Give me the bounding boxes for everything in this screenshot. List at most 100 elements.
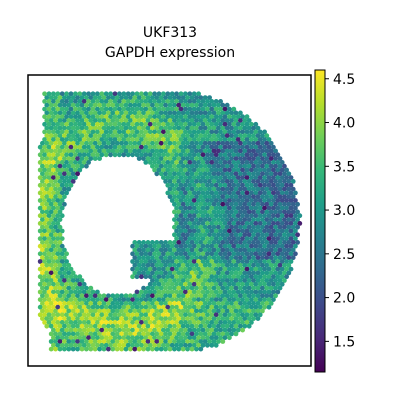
spot-point (211, 140, 217, 146)
spot-point (191, 312, 197, 318)
spot-point (169, 144, 175, 150)
spot-point (108, 297, 113, 302)
spot-point (114, 316, 120, 321)
spot-point (51, 114, 56, 120)
spot-point (275, 228, 281, 234)
spot-point (233, 308, 239, 314)
spot-point (112, 129, 118, 135)
spot-point (172, 339, 177, 344)
spot-point (209, 335, 215, 341)
spot-point (227, 236, 232, 242)
spot-point (81, 91, 87, 97)
spot-point (79, 293, 85, 299)
spot-point (249, 304, 254, 310)
spot-point (70, 95, 76, 100)
spot-point (84, 163, 89, 169)
spot-point (136, 346, 142, 352)
spot-point (246, 308, 252, 314)
spot-point (48, 194, 54, 200)
spot-point (75, 102, 80, 108)
spot-point (189, 262, 195, 268)
spot-point (249, 121, 254, 127)
spot-point (216, 308, 221, 314)
spot-point (268, 156, 274, 162)
spot-point (279, 281, 285, 287)
spot-point (290, 224, 296, 230)
spot-point (42, 198, 47, 203)
spot-point (187, 320, 193, 325)
spot-point (222, 160, 228, 165)
spot-point (233, 186, 239, 192)
spot-point (264, 270, 270, 276)
spot-point (51, 312, 56, 318)
spot-point (246, 323, 252, 329)
spot-point (174, 175, 180, 181)
spot-point (152, 312, 158, 318)
spot-point (180, 209, 186, 215)
spot-point (262, 205, 267, 211)
spot-point (114, 346, 120, 352)
spot-point (84, 293, 89, 299)
spot-point (187, 160, 193, 165)
spot-point (156, 129, 162, 135)
spot-point (127, 293, 133, 299)
spot-point (150, 240, 155, 245)
spot-point (183, 114, 188, 120)
spot-point (260, 171, 265, 177)
spot-point (40, 140, 45, 146)
spot-point (233, 194, 239, 200)
spot-point (178, 251, 184, 257)
spot-point (40, 209, 45, 215)
spot-point (279, 251, 285, 257)
spot-point (191, 342, 197, 348)
spot-point (121, 304, 127, 310)
spot-point (251, 247, 256, 253)
spot-point (180, 163, 186, 169)
spot-point (150, 308, 155, 314)
spot-point (172, 262, 177, 268)
spot-point (156, 91, 162, 97)
spot-point (191, 129, 197, 135)
spot-point (136, 301, 142, 306)
spot-point (227, 289, 232, 295)
spot-point (119, 301, 124, 306)
spot-point (200, 137, 206, 142)
spot-point (220, 224, 226, 230)
spot-point (84, 148, 89, 154)
spot-point (196, 91, 202, 97)
spot-point (117, 342, 122, 348)
spot-point (233, 316, 239, 321)
spot-point (53, 285, 58, 291)
spot-point (90, 106, 96, 112)
spot-point (205, 281, 210, 287)
spot-point (165, 91, 171, 97)
spot-point (73, 91, 78, 97)
spot-point (218, 106, 224, 112)
spot-point (167, 110, 173, 116)
spot-point (216, 293, 221, 299)
spot-point (286, 240, 292, 245)
spot-point (99, 327, 105, 333)
spot-point (62, 339, 67, 344)
spot-point (55, 198, 61, 203)
spot-point (37, 266, 43, 272)
spot-point (224, 163, 230, 169)
spot-point (216, 140, 221, 146)
spot-point (222, 213, 228, 219)
spot-point (59, 190, 65, 196)
spot-point (103, 106, 109, 112)
spot-point (55, 160, 61, 165)
spot-point (218, 266, 224, 272)
spot-point (207, 118, 213, 123)
spot-point (249, 152, 254, 158)
spot-point (216, 110, 221, 116)
spot-point (295, 224, 300, 230)
spot-point (165, 182, 171, 188)
spot-point (191, 175, 197, 181)
spot-point (169, 182, 175, 188)
spot-point (99, 297, 105, 302)
spot-point (64, 304, 69, 310)
spot-point (218, 160, 224, 165)
spot-point (238, 308, 243, 314)
spot-point (231, 198, 237, 203)
